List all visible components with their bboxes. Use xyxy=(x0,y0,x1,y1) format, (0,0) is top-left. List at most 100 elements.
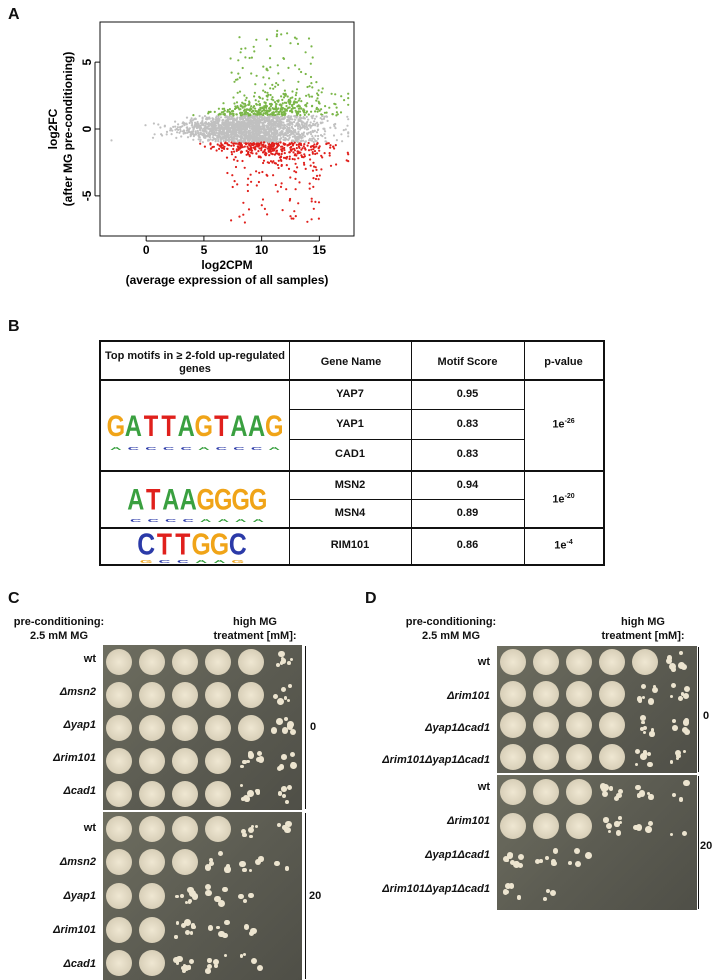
scatter-point xyxy=(276,135,279,138)
scatter-point xyxy=(240,137,243,140)
yeast-colony xyxy=(281,825,287,831)
yeast-colony xyxy=(506,852,513,859)
scatter-point xyxy=(329,164,333,167)
logo-letter: C xyxy=(229,533,247,561)
scatter-point xyxy=(262,76,265,79)
scatter-point xyxy=(316,142,319,145)
scatter-point xyxy=(329,146,332,149)
scatter-point xyxy=(287,116,290,119)
scatter-point xyxy=(310,218,313,221)
scatter-point xyxy=(239,118,242,121)
scatter-point xyxy=(229,135,232,138)
x-tick-label: 10 xyxy=(255,243,269,257)
scatter-point xyxy=(333,147,336,150)
logo-letter: A xyxy=(125,409,142,442)
scatter-point xyxy=(280,137,283,140)
yeast-colony xyxy=(550,859,556,865)
scatter-point xyxy=(279,134,282,137)
scatter-point xyxy=(319,122,323,125)
scatter-point xyxy=(262,161,265,165)
scatter-point xyxy=(262,129,265,132)
scatter-point xyxy=(256,113,259,116)
scatter-point xyxy=(306,126,309,129)
scatter-point xyxy=(238,215,241,218)
scatter-point xyxy=(315,131,319,134)
scatter-point xyxy=(306,102,309,105)
scatter-point xyxy=(218,133,221,136)
yeast-colony xyxy=(179,893,185,899)
scatter-point xyxy=(174,128,177,131)
scatter-point xyxy=(330,92,333,95)
scatter-point xyxy=(298,68,301,71)
yeast-colony xyxy=(671,666,676,672)
yeast-colony xyxy=(223,953,227,958)
logo-letter-minor: C xyxy=(165,518,177,522)
yeast-spot xyxy=(500,648,526,675)
yeast-spot xyxy=(599,648,625,675)
yeast-colony xyxy=(517,854,524,861)
scatter-point xyxy=(274,120,277,124)
scatter-point xyxy=(332,134,336,137)
scatter-point xyxy=(271,161,274,164)
yeast-spot xyxy=(632,648,658,675)
scatter-point xyxy=(301,136,304,139)
scatter-point xyxy=(252,106,255,109)
scatter-point xyxy=(319,134,323,137)
scatter-point xyxy=(323,152,326,155)
dose-label-20: 20 xyxy=(700,840,713,852)
scatter-point xyxy=(313,150,317,153)
scatter-point xyxy=(312,207,315,210)
scatter-point xyxy=(293,106,296,110)
scatter-point xyxy=(310,133,313,136)
scatter-point xyxy=(346,124,349,127)
scatter-point xyxy=(295,154,298,157)
scatter-point xyxy=(229,118,232,121)
motif-score-cell: 0.83 xyxy=(456,418,479,430)
scatter-point xyxy=(253,95,256,98)
scatter-point xyxy=(249,173,252,176)
scatter-point xyxy=(235,119,238,122)
scatter-point xyxy=(247,150,250,154)
scatter-point xyxy=(311,152,314,155)
scatter-point xyxy=(314,200,317,203)
yeast-colony xyxy=(205,889,212,897)
scatter-point xyxy=(198,124,201,127)
scatter-point xyxy=(185,129,188,132)
scatter-point xyxy=(253,91,256,94)
scatter-point xyxy=(248,137,251,140)
scatter-point xyxy=(254,83,257,86)
scatter-point xyxy=(262,125,265,128)
scatter-point xyxy=(288,199,291,202)
scatter-point xyxy=(284,112,287,115)
scatter-point xyxy=(307,93,310,96)
yeast-colony xyxy=(549,889,557,897)
scatter-point xyxy=(199,127,202,130)
scatter-point xyxy=(255,102,258,106)
scatter-point xyxy=(315,99,318,102)
logo-letter: A xyxy=(230,409,247,442)
scatter-point xyxy=(224,116,227,119)
scatter-point xyxy=(296,150,299,153)
logo-letter: G xyxy=(249,483,267,516)
scatter-point xyxy=(318,145,321,148)
scatter-point xyxy=(221,119,224,122)
dose-bracket xyxy=(698,647,699,772)
logo-letter-minor: C xyxy=(183,518,195,522)
scatter-point xyxy=(251,121,254,124)
yeast-colony xyxy=(174,935,178,939)
scatter-point xyxy=(264,119,267,122)
scatter-point xyxy=(191,119,194,122)
logo-letter-minor: A xyxy=(198,446,210,450)
motif-table: Top motifs in ≥ 2-fold up-regulated gene… xyxy=(99,340,605,566)
scatter-point xyxy=(304,51,307,54)
yeast-colony xyxy=(681,830,688,837)
scatter-point xyxy=(294,137,297,140)
yeast-colony xyxy=(284,716,289,721)
scatter-point xyxy=(234,122,237,125)
scatter-point xyxy=(212,121,215,124)
scatter-point xyxy=(244,56,247,59)
yeast-colony xyxy=(224,919,230,926)
yeast-spot xyxy=(172,714,198,741)
scatter-point xyxy=(317,94,320,97)
scatter-point xyxy=(313,117,316,120)
